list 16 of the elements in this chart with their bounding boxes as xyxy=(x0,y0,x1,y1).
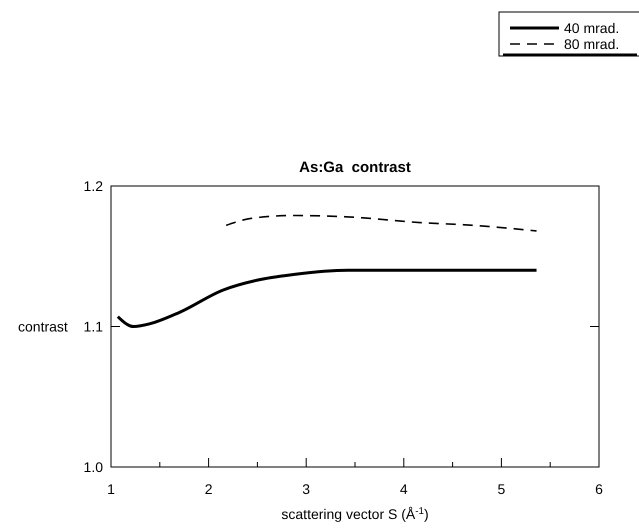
y-tick-label: 1.2 xyxy=(84,178,104,194)
y-axis-title: contrast xyxy=(18,318,68,334)
x-tick-label: 5 xyxy=(498,481,506,497)
x-tick-label: 6 xyxy=(595,481,604,497)
line-series xyxy=(116,268,538,328)
x-tick-label: 2 xyxy=(204,481,213,497)
y-tick-label: 1.1 xyxy=(84,318,104,334)
y-tick-label: 1.0 xyxy=(84,459,104,475)
x-tick-label: 1 xyxy=(107,481,116,497)
legend-label: 80 mrad. xyxy=(564,36,620,52)
x-axis-title: scattering vector S (Å$^{-1}$) xyxy=(281,506,429,522)
line-series xyxy=(225,214,538,232)
chart-title: As:Ga contrast xyxy=(299,159,411,176)
x-tick-label: 4 xyxy=(400,481,408,497)
x-tick-label: 3 xyxy=(302,481,310,497)
legend-label: 40 mrad. xyxy=(564,20,620,36)
